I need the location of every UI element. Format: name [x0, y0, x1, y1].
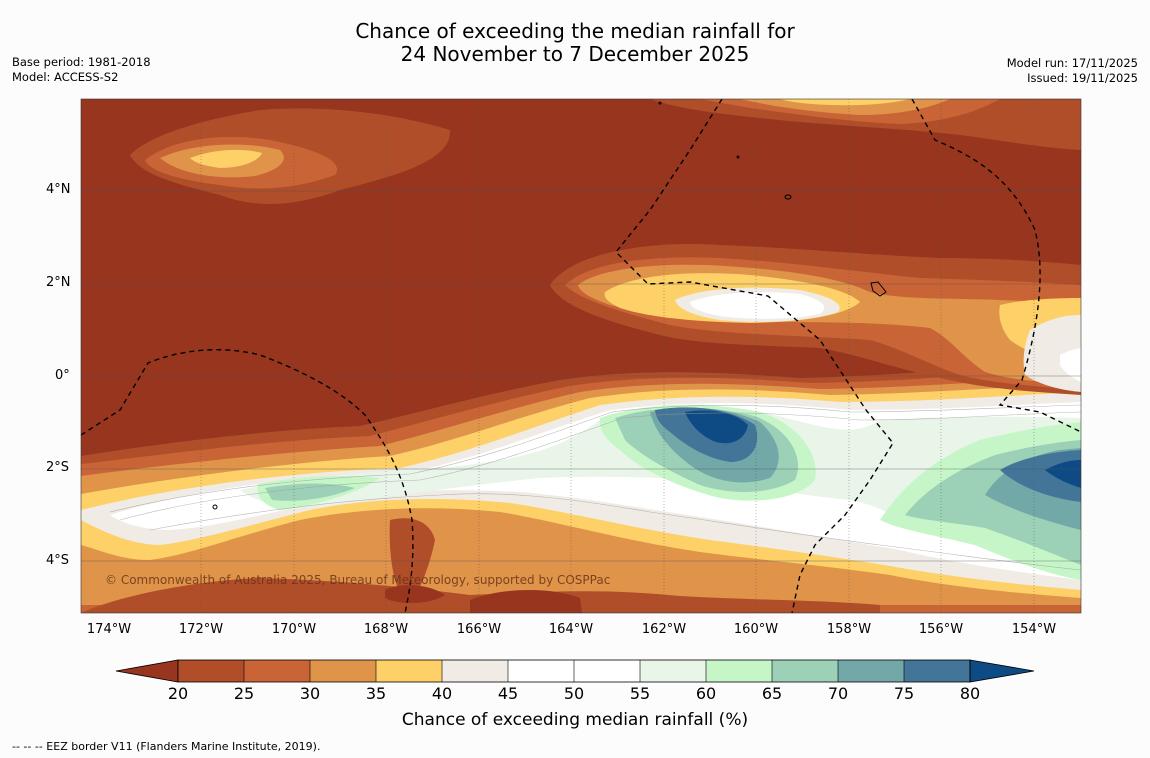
colorbar-seg-70-75 — [838, 660, 904, 682]
patch-25-south — [389, 518, 435, 605]
colorbar-seg-50-55 — [574, 660, 640, 682]
lat-label-4n: 4°N — [46, 182, 71, 197]
map-title-line1: Chance of exceeding the median rainfall … — [355, 19, 795, 43]
lon-label-156w: 156°W — [918, 622, 964, 637]
blob-65-west — [265, 483, 355, 501]
eez-line-west — [81, 349, 414, 613]
base-period: Base period: 1981-2018 — [12, 55, 151, 69]
colorbar-label-70: 70 — [827, 684, 849, 703]
band-25-top — [650, 99, 1081, 150]
colorbar — [115, 659, 1035, 683]
band-25-south — [81, 578, 880, 613]
colorbar-label-50: 50 — [563, 684, 585, 703]
patch-20-south — [470, 589, 582, 613]
island-a — [784, 194, 792, 200]
colorbar-label-65: 65 — [761, 684, 783, 703]
lon-label-164w: 164°W — [548, 622, 594, 637]
lat-label-2s: 2°S — [46, 460, 70, 475]
lat-label-2n: 2°N — [46, 275, 71, 290]
colorbar-high-extend — [969, 659, 1035, 683]
colorbar-label-40: 40 — [431, 684, 453, 703]
colorbar-label-30: 30 — [299, 684, 321, 703]
island-c — [212, 504, 218, 510]
colorbar-seg-45-50 — [508, 660, 574, 682]
colorbar-seg-20-25 — [178, 660, 244, 682]
map-title-line2: 24 November to 7 December 2025 — [400, 42, 750, 66]
eez-borders — [81, 99, 1081, 613]
lon-label-166w: 166°W — [456, 622, 502, 637]
colorbar-label-55: 55 — [629, 684, 651, 703]
island-b — [870, 281, 887, 297]
colorbar-title: Chance of exceeding median rainfall (%) — [401, 710, 749, 730]
colorbar-seg-30-35 — [310, 660, 376, 682]
eez-legend-note: -- -- -- EEZ border V11 (Flanders Marine… — [12, 740, 321, 753]
colorbar-label-75: 75 — [893, 684, 915, 703]
eez-line-east — [911, 99, 1081, 433]
contour-lines — [109, 404, 1081, 571]
colorbar-seg-55-60 — [640, 660, 706, 682]
colorbar-seg-25-30 — [244, 660, 310, 682]
colorbar-label-60: 60 — [695, 684, 717, 703]
lon-label-172w: 172°W — [178, 622, 224, 637]
lat-lines — [81, 190, 1081, 562]
band-50-north — [690, 292, 825, 319]
colorbar-label-20: 20 — [167, 684, 189, 703]
blob-80-east — [1045, 460, 1081, 488]
lon-label-170w: 170°W — [271, 622, 317, 637]
contour-c — [149, 493, 1081, 571]
meta-right: Model run: 17/11/2025 Issued: 19/11/2025 — [1007, 56, 1138, 86]
island-e — [736, 155, 740, 159]
band-40-top — [780, 99, 910, 106]
lat-label-0: 0° — [55, 368, 70, 383]
issued-date: Issued: 19/11/2025 — [1027, 71, 1138, 85]
lon-label-174w: 174°W — [86, 622, 132, 637]
island-d — [658, 101, 662, 105]
colorbar-label-80: 80 — [959, 684, 981, 703]
lon-label-158w: 158°W — [826, 622, 872, 637]
blob-80-central — [685, 410, 748, 444]
lon-label-162w: 162°W — [641, 622, 687, 637]
contour-b — [119, 411, 1081, 521]
meta-left: Base period: 1981-2018 Model: ACCESS-S2 — [12, 55, 151, 85]
colorbar-seg-35-40 — [376, 660, 442, 682]
copyright-notice: © Commonwealth of Australia 2025, Bureau… — [105, 573, 611, 587]
colorbar-label-25: 25 — [233, 684, 255, 703]
lat-label-4s: 4°S — [46, 553, 70, 568]
band-50-east — [1060, 348, 1081, 382]
lon-label-160w: 160°W — [733, 622, 779, 637]
patch-40-nw — [190, 149, 262, 168]
lon-label-154w: 154°W — [1011, 622, 1057, 637]
model-name: Model: ACCESS-S2 — [12, 70, 119, 84]
map-field — [81, 99, 1081, 613]
colorbar-seg-40-45 — [442, 660, 508, 682]
model-run: Model run: 17/11/2025 — [1006, 56, 1138, 70]
map-frame — [80, 98, 1082, 614]
blob-75-east — [1000, 450, 1081, 502]
colorbar-dividers — [243, 660, 905, 682]
band-55 — [240, 405, 1081, 575]
patch-20-south-b — [385, 585, 445, 604]
colorbar-low-extend — [115, 659, 179, 683]
colorbar-label-45: 45 — [497, 684, 519, 703]
band-35-top — [740, 99, 950, 115]
colorbar-seg-65-70 — [772, 660, 838, 682]
lon-label-168w: 168°W — [363, 622, 409, 637]
contour-a — [109, 404, 1081, 513]
colorbar-seg-60-65 — [706, 660, 772, 682]
colorbar-label-35: 35 — [365, 684, 387, 703]
islands — [212, 101, 887, 510]
colorbar-seg-75-80 — [904, 660, 970, 682]
